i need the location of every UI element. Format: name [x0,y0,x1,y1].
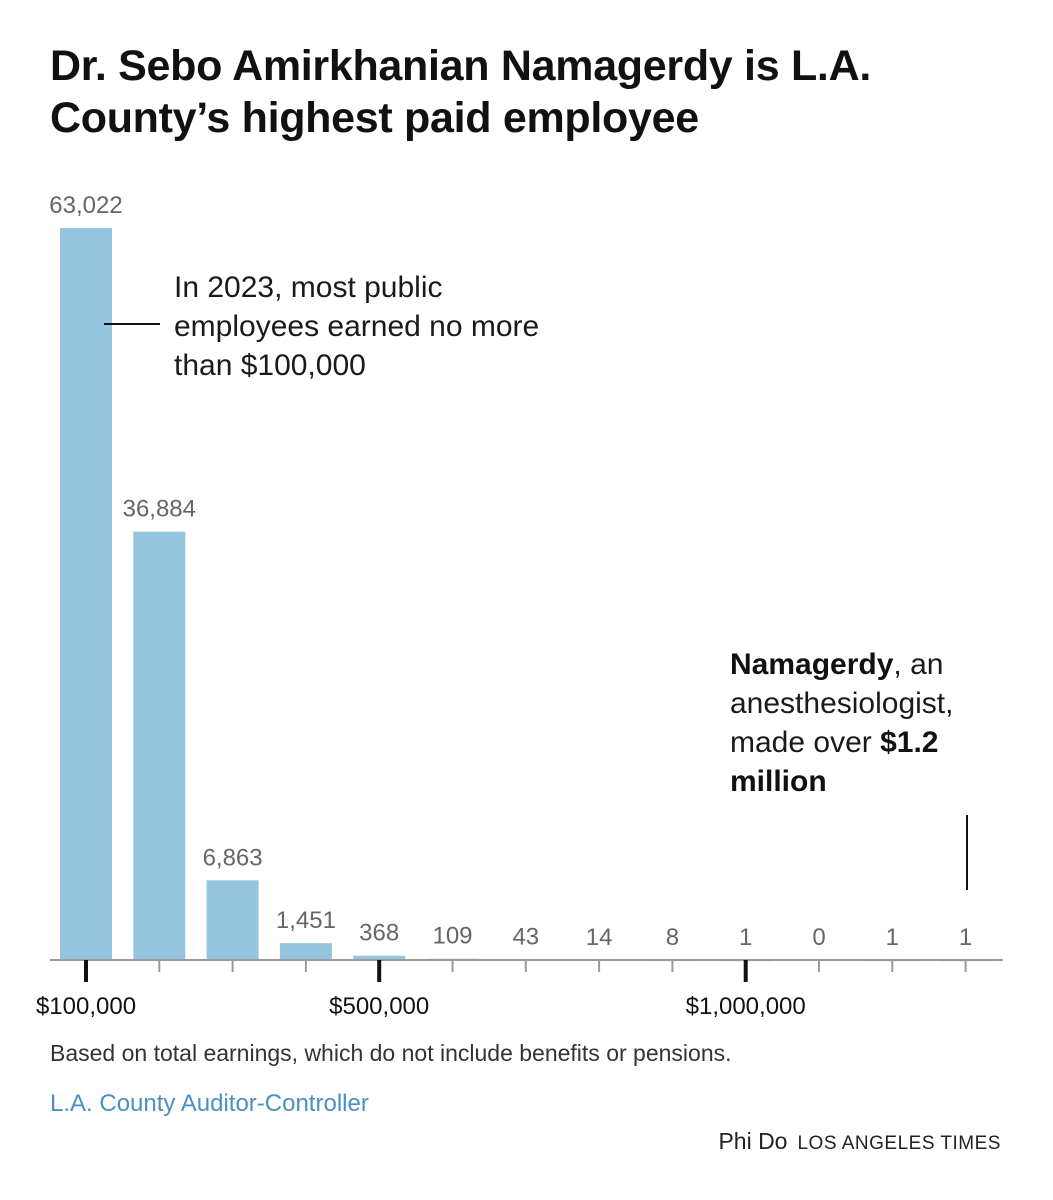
bars-group [60,228,992,962]
bar-value-label: 368 [359,920,399,947]
annotation-line: Namagerdy, an [730,645,1030,684]
x-tick-label: $1,000,000 [686,993,806,1020]
annotation-line: million [730,762,1030,801]
x-tick-label: $500,000 [329,993,429,1020]
bar-value-label: 14 [586,924,613,951]
bar-value-label: 6,863 [203,844,263,871]
annotation-bold: million [730,765,827,798]
annotation-line: anesthesiologist, [730,687,954,720]
annotation-bold: Namagerdy [730,648,894,681]
bar [133,531,186,960]
annotation-text: , an [893,648,944,681]
bar-value-label: 1 [886,924,899,951]
bar-value-label: 1 [959,924,972,951]
author-name: Phi Do [718,1128,788,1154]
bar [279,943,332,960]
organization-name: LOS ANGELES TIMES [797,1133,1001,1154]
bar-value-label: 1,451 [276,907,336,934]
x-ticks-group [84,960,967,982]
x-tick-label: $100,000 [36,993,136,1020]
bar-value-label: 109 [432,923,472,950]
annotation-most-employees: In 2023, most public employees earned no… [174,268,644,385]
bar-value-label: 63,022 [49,192,122,219]
annotation-bold: $1.2 [880,726,939,759]
annotation-line: In 2023, most public [174,271,443,304]
credit-line: Phi Do LOS ANGELES TIMES [718,1128,1001,1155]
footnote: Based on total earnings, which do not in… [50,1040,732,1066]
bar [206,880,259,960]
bar [353,955,406,960]
bar-value-label: 0 [812,924,825,951]
value-labels-group: 63,022 36,884 6,863 1,451 368 109 43 14 8 1 0 1 1 [49,192,972,951]
bar-value-label: 36,884 [123,496,196,523]
source-link[interactable]: L.A. County Auditor-Controller [50,1090,369,1117]
annotation-line: employees earned no more [174,310,540,343]
bar-value-label: 8 [666,924,679,951]
chart-title: Dr. Sebo Amirkhanian Namagerdy is L.A. C… [50,42,871,142]
bar-value-label: 1 [739,924,752,951]
bar [60,228,112,960]
annotation-text: made over [730,726,881,759]
x-tick-labels-group: $100,000 $500,000 $1,000,000 [36,993,806,1020]
annotation-line: than $100,000 [174,349,366,382]
bar-value-label: 43 [512,924,539,951]
histogram-chart: 63,022 36,884 6,863 1,451 368 109 43 14 8 1 0 1 1 $1… [36,192,1003,1020]
annotation-namagerdy: Namagerdy, an anesthesiologist, made ove… [730,645,1030,801]
annotation-line: made over $1.2 [730,723,1030,762]
